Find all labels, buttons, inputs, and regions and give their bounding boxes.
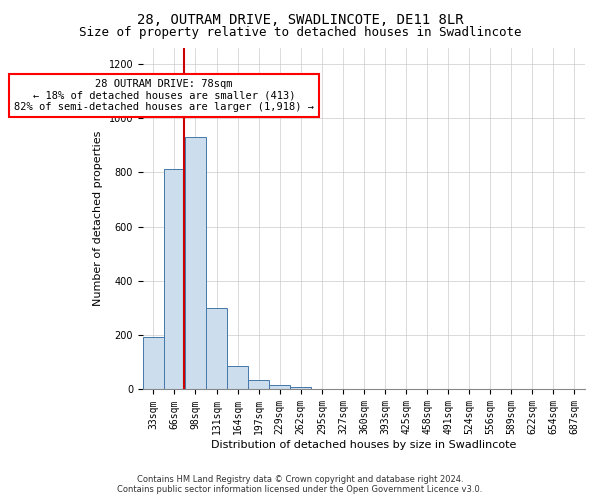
Y-axis label: Number of detached properties: Number of detached properties [93, 131, 103, 306]
Text: 28, OUTRAM DRIVE, SWADLINCOTE, DE11 8LR: 28, OUTRAM DRIVE, SWADLINCOTE, DE11 8LR [137, 12, 463, 26]
X-axis label: Distribution of detached houses by size in Swadlincote: Distribution of detached houses by size … [211, 440, 517, 450]
Bar [143, 337, 164, 390]
Text: 28 OUTRAM DRIVE: 78sqm
← 18% of detached houses are smaller (413)
82% of semi-de: 28 OUTRAM DRIVE: 78sqm ← 18% of detached… [14, 78, 314, 112]
Bar [206, 308, 227, 390]
Bar [164, 169, 185, 390]
Bar [248, 380, 269, 390]
Text: Contains HM Land Registry data © Crown copyright and database right 2024.
Contai: Contains HM Land Registry data © Crown c… [118, 474, 482, 494]
Bar [185, 137, 206, 390]
Text: Size of property relative to detached houses in Swadlincote: Size of property relative to detached ho… [79, 26, 521, 39]
Bar [269, 384, 290, 390]
Bar [290, 388, 311, 390]
Bar [227, 366, 248, 390]
